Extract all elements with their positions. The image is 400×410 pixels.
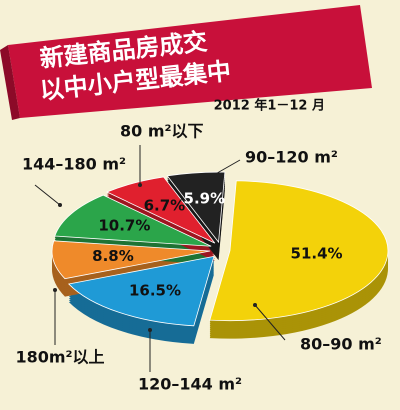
leader-line xyxy=(254,304,286,341)
slice xyxy=(105,176,216,244)
category-label: 144–180 m² xyxy=(22,155,126,174)
slice xyxy=(51,240,211,280)
slice xyxy=(209,180,389,322)
slice xyxy=(68,255,215,327)
value-label: 5.9% xyxy=(184,190,226,208)
value-label: 6.7% xyxy=(144,196,186,214)
banner-fold xyxy=(0,45,20,120)
leader-line xyxy=(204,159,241,181)
leader-dot xyxy=(253,303,257,307)
title-banner xyxy=(8,5,372,118)
category-label: 120–144 m² xyxy=(138,375,242,394)
slice xyxy=(54,194,212,247)
value-label: 16.5% xyxy=(129,282,181,300)
leader-dot xyxy=(138,183,142,187)
category-label: 80 m²以下 xyxy=(120,122,204,141)
category-label: 90–120 m² xyxy=(245,148,338,167)
slice xyxy=(166,171,226,244)
category-label: 180m²以上 xyxy=(15,348,104,367)
leader-line xyxy=(34,184,61,206)
chart-subtitle: 2012 年1－12 月 xyxy=(214,98,325,114)
value-label: 8.8% xyxy=(92,247,134,265)
leader-dot xyxy=(203,178,207,182)
value-label: 10.7% xyxy=(98,217,150,235)
leader-dot xyxy=(148,328,152,332)
category-label: 80–90 m² xyxy=(300,335,382,354)
leader-dot xyxy=(58,203,62,207)
leader-dot xyxy=(53,288,57,292)
value-label: 51.4% xyxy=(291,244,343,262)
